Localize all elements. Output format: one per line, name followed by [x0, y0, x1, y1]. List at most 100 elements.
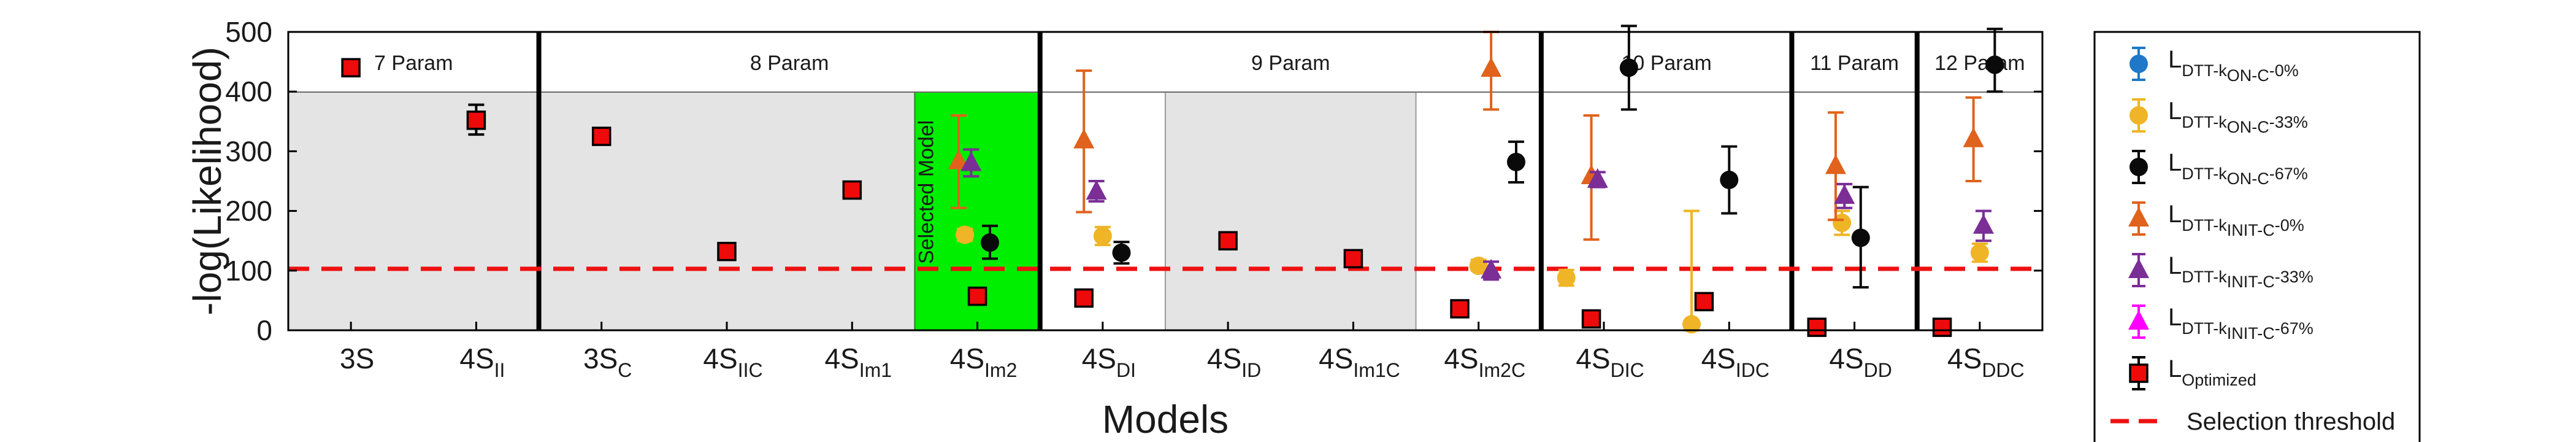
x-tick-sub: C	[618, 359, 632, 381]
data-point-circle	[1720, 171, 1739, 190]
series-1	[956, 209, 1989, 334]
x-tick-sub: IDC	[1736, 359, 1769, 381]
legend-threshold-label: Selection threshold	[2187, 408, 2395, 435]
plot-frame	[287, 31, 2044, 332]
group-label: 8 Param	[750, 52, 829, 75]
legend-marker-circle	[2129, 158, 2148, 176]
legend-label-subsub: INIT-C	[2227, 273, 2275, 291]
legend-label-sub: DTT-k	[2182, 268, 2227, 286]
x-tick-label: 4SIm2C	[1444, 343, 1525, 381]
data-point-square	[341, 58, 361, 78]
x-tick-base: 4S	[459, 343, 494, 374]
legend-label-sub: DTT-k	[2182, 165, 2227, 183]
x-axis-title: Models	[1102, 397, 1229, 441]
legend-label-subsub: INIT-C	[2227, 324, 2275, 343]
x-tick-label: 4SIm1C	[1319, 343, 1400, 381]
x-tick-sub: II	[494, 359, 505, 381]
x-tick-label: 4SDD	[1829, 343, 1892, 381]
legend-label-subsub: ON-C	[2227, 118, 2269, 136]
x-tick-base: 4S	[1207, 343, 1241, 374]
group-label: 12 Param	[1934, 52, 2025, 75]
data-point-circle	[1833, 214, 1852, 233]
y-tick-label: 0	[256, 314, 272, 346]
legend-label-suffix: -67%	[2275, 319, 2313, 338]
data-point-triangle	[1481, 258, 1502, 279]
legend-label: LDTT-kON-C-33%	[2168, 98, 2308, 136]
x-tick-sub: IIC	[738, 359, 763, 381]
legend-label: LDTT-kON-C-0%	[2168, 46, 2299, 85]
data-point-circle	[1985, 55, 2004, 74]
data-point-circle	[1970, 243, 1989, 262]
legend-label-sub: DTT-k	[2182, 319, 2227, 338]
legend-label-sub: DTT-k	[2182, 216, 2227, 235]
data-point-square	[466, 110, 486, 130]
legend-entry: LDTT-kON-C-33%	[2129, 98, 2308, 136]
data-point-circle	[1507, 152, 1525, 171]
legend-label-subsub: INIT-C	[2227, 221, 2275, 239]
data-point-square	[1581, 309, 1601, 329]
legend-marker-triangle	[2128, 258, 2149, 278]
data-point-triangle	[1481, 57, 1502, 77]
legend-marker-triangle	[2128, 310, 2149, 330]
data-point-square	[967, 286, 987, 306]
legend-label-main: L	[2168, 304, 2182, 331]
x-tick-base: 4S	[950, 343, 984, 374]
legend-entry: LDTT-kINIT-C-33%	[2128, 252, 2313, 291]
legend-marker-circle	[2129, 106, 2148, 125]
legend-label: LDTT-kON-C-67%	[2168, 149, 2308, 188]
legend-label-main: L	[2168, 98, 2182, 125]
x-tick-label: 4SIDC	[1701, 343, 1769, 381]
x-tick-sub: DD	[1864, 359, 1892, 381]
group-label: 9 Param	[1251, 52, 1330, 75]
data-point-square	[1343, 249, 1363, 269]
x-tick-label: 4SII	[459, 343, 505, 381]
data-point-triangle	[1963, 127, 1984, 147]
group-label: 11 Param	[1810, 52, 1899, 75]
data-point-triangle	[1825, 154, 1846, 174]
legend-label: LDTT-kINIT-C-33%	[2168, 252, 2313, 291]
data-point-square	[1450, 299, 1470, 319]
x-tick-base: 4S	[1082, 343, 1116, 374]
x-tick-sub: DI	[1116, 359, 1136, 381]
legend-label-suffix: -33%	[2269, 113, 2308, 131]
legend-marker-circle	[2129, 55, 2148, 73]
legend-label: LOptimized	[2168, 355, 2256, 389]
legend-entry: LDTT-kON-C-0%	[2129, 46, 2299, 85]
x-tick-base: 4S	[824, 343, 859, 374]
legend-entry: LDTT-kINIT-C-67%	[2128, 304, 2313, 343]
x-tick-label: 4SDI	[1082, 343, 1136, 381]
x-tick-label: 3SC	[583, 343, 632, 381]
legend-entry: LOptimized	[2129, 355, 2256, 390]
data-point-square	[1807, 317, 1827, 337]
data-point-circle	[956, 225, 975, 244]
y-tick-label: 300	[225, 135, 272, 167]
data-point-circle	[1093, 227, 1112, 246]
legend-label-suffix: -67%	[2269, 165, 2308, 183]
y-tick-label: 100	[225, 255, 272, 287]
x-tick-base: 4S	[1576, 343, 1610, 374]
x-tick-label: 4SIIC	[703, 343, 762, 381]
data-point-triangle	[948, 149, 969, 169]
x-tick-sub: Im2C	[1479, 359, 1525, 381]
x-tick-label: 3S	[340, 343, 374, 374]
group-shading	[1165, 92, 1416, 330]
x-tick-sub: DDC	[1982, 359, 2024, 381]
x-tick-base: 3S	[583, 343, 618, 374]
x-tick-label: 4SDIC	[1576, 343, 1644, 381]
legend-label-sub: Optimized	[2182, 371, 2256, 389]
data-point-square	[842, 180, 862, 200]
data-point-square	[591, 126, 611, 146]
y-tick-label: 400	[225, 76, 272, 107]
legend-label: LDTT-kINIT-C-0%	[2168, 201, 2304, 239]
x-tick-base: 4S	[1701, 343, 1736, 374]
x-tick-sub: DIC	[1611, 359, 1644, 381]
legend-entry: LDTT-kON-C-67%	[2129, 149, 2308, 188]
legend-label-main: L	[2168, 149, 2182, 176]
data-point-square	[717, 241, 737, 262]
x-tick-base: 4S	[1829, 343, 1863, 374]
legend-marker-triangle	[2128, 207, 2149, 227]
data-point-circle	[1557, 268, 1576, 287]
